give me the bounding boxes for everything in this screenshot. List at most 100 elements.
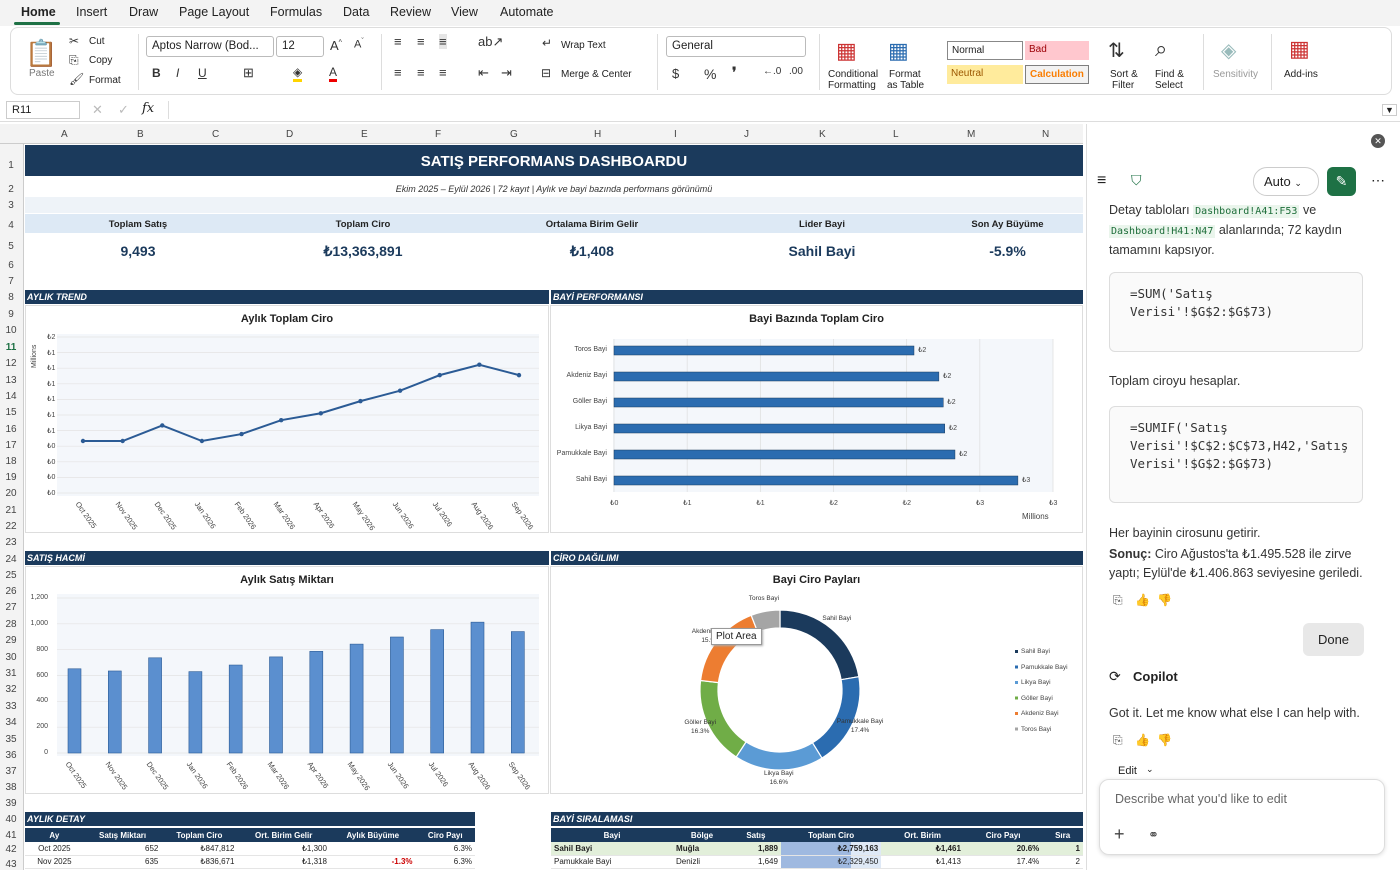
thumbs-up-icon[interactable]: 👍 — [1135, 593, 1150, 607]
row-header-10[interactable]: 10 — [5, 325, 17, 336]
column-header-G[interactable]: G — [510, 129, 518, 140]
style-neutral[interactable]: Neutral — [947, 65, 1023, 84]
row-header-33[interactable]: 33 — [5, 701, 17, 712]
row-header-14[interactable]: 14 — [5, 391, 17, 402]
underline-icon[interactable]: U — [198, 66, 207, 80]
row-header-36[interactable]: 36 — [5, 750, 17, 761]
merge-center-button[interactable]: Merge & Center — [561, 69, 632, 80]
row-header-20[interactable]: 20 — [5, 488, 17, 499]
number-format-select[interactable]: General — [666, 36, 806, 57]
find-select-label-1[interactable]: Find & — [1155, 69, 1184, 80]
borders-icon[interactable]: ⊞ — [243, 65, 254, 80]
column-header-H[interactable]: H — [594, 129, 602, 140]
column-header-I[interactable]: I — [674, 129, 677, 140]
copy-icon[interactable]: ⎘ — [69, 53, 79, 67]
menu-icon[interactable]: ≡ — [1097, 172, 1107, 189]
increase-font-icon[interactable]: A^ — [330, 38, 342, 53]
table-cell[interactable]: Denizli — [673, 855, 731, 869]
table-cell[interactable]: ₺2,329,450 — [780, 855, 882, 869]
tab-data[interactable]: Data — [343, 5, 370, 19]
row-header-13[interactable]: 13 — [5, 375, 17, 386]
row-header-39[interactable]: 39 — [5, 798, 17, 809]
link-icon[interactable]: ⚭ — [1148, 827, 1159, 842]
column-header-B[interactable]: B — [137, 129, 144, 140]
bold-icon[interactable]: B — [152, 66, 161, 80]
close-icon[interactable]: ✕ — [1371, 134, 1385, 148]
prompt-input[interactable]: Describe what you'd like to edit — [1115, 792, 1287, 806]
thumbs-down-icon[interactable]: 👎 — [1157, 593, 1172, 607]
table-cell[interactable]: 635 — [83, 855, 162, 869]
row-header-41[interactable]: 41 — [5, 830, 17, 841]
table-cell[interactable]: ₺1,413 — [881, 855, 964, 869]
style-calculation[interactable]: Calculation — [1025, 65, 1089, 84]
tab-draw[interactable]: Draw — [129, 5, 159, 19]
table-cell[interactable]: ₺847,812 — [161, 842, 238, 856]
row-header-15[interactable]: 15 — [5, 407, 17, 418]
table-cell[interactable]: 6.3% — [415, 855, 475, 869]
table-cell[interactable]: ₺1,318 — [237, 855, 330, 869]
row-header-27[interactable]: 27 — [5, 602, 17, 613]
prompt-box[interactable]: Describe what you'd like to edit + ⚭ — [1099, 779, 1385, 855]
row-header-24[interactable]: 24 — [5, 554, 17, 565]
tab-formulas[interactable]: Formulas — [270, 5, 323, 19]
table-cell[interactable] — [329, 842, 416, 856]
new-chat-icon[interactable]: ✎ — [1327, 167, 1356, 196]
column-header-E[interactable]: E — [361, 129, 368, 140]
conditional-formatting-label-1[interactable]: Conditional — [828, 69, 879, 80]
donut-chart-frame[interactable] — [550, 566, 1083, 794]
increase-indent-icon[interactable]: ⇥ — [501, 65, 512, 80]
table-cell[interactable]: 2 — [1042, 855, 1083, 869]
insert-function-icon[interactable]: fx — [142, 101, 155, 116]
table-cell[interactable]: 1,889 — [730, 842, 781, 856]
more-options-icon[interactable]: ⋯ — [1371, 172, 1385, 188]
name-box[interactable]: R11 — [6, 101, 80, 119]
row-header-22[interactable]: 22 — [5, 521, 17, 532]
enter-icon[interactable]: ✓ — [118, 102, 129, 117]
hbar-chart-frame[interactable] — [550, 305, 1083, 533]
row-header-6[interactable]: 6 — [8, 260, 14, 271]
row-header-42[interactable]: 42 — [5, 844, 17, 855]
format-as-table-label-2[interactable]: as Table — [887, 80, 925, 91]
column-header-J[interactable]: J — [744, 129, 749, 140]
edit-mode-label[interactable]: Edit — [1118, 765, 1137, 777]
table-cell[interactable]: ₺836,671 — [161, 855, 238, 869]
table-cell[interactable]: ₺1,461 — [881, 842, 964, 856]
orientation-icon[interactable]: ab↗ — [478, 34, 504, 49]
align-bottom-icon[interactable]: ≡ — [439, 34, 447, 49]
row-header-9[interactable]: 9 — [8, 309, 14, 320]
wrap-text-button[interactable]: Wrap Text — [561, 40, 606, 51]
table-cell[interactable]: Nov 2025 — [25, 855, 84, 869]
currency-icon[interactable]: $ — [672, 66, 680, 81]
cancel-icon[interactable]: ✕ — [92, 102, 103, 117]
row-header-17[interactable]: 17 — [5, 440, 17, 451]
align-top-icon[interactable]: ≡ — [394, 34, 402, 49]
row-header-37[interactable]: 37 — [5, 766, 17, 777]
line-chart-frame[interactable] — [25, 305, 549, 533]
comma-icon[interactable]: ❜ — [732, 64, 737, 80]
conditional-formatting-icon[interactable]: ▦ — [836, 38, 857, 63]
format-as-table-icon[interactable]: ▦ — [888, 38, 909, 63]
add-ins-button[interactable]: Add-ins — [1284, 69, 1318, 80]
table-cell[interactable]: 1,649 — [730, 855, 781, 869]
table-cell[interactable]: Pamukkale Bayi — [551, 855, 674, 869]
row-header-32[interactable]: 32 — [5, 684, 17, 695]
row-header-12[interactable]: 12 — [5, 358, 17, 369]
copy-icon[interactable]: ⎘ — [1113, 593, 1123, 607]
sensitivity-button[interactable]: Sensitivity — [1213, 69, 1259, 80]
table-cell[interactable]: 652 — [83, 842, 162, 856]
done-button[interactable]: Done — [1303, 623, 1364, 656]
row-header-43[interactable]: 43 — [5, 859, 17, 870]
row-header-35[interactable]: 35 — [5, 734, 17, 745]
row-header-26[interactable]: 26 — [5, 586, 17, 597]
align-center-icon[interactable]: ≡ — [417, 65, 425, 80]
column-header-N[interactable]: N — [1042, 129, 1050, 140]
conditional-formatting-label-2[interactable]: Formatting — [828, 80, 876, 91]
find-select-label-2[interactable]: Select — [1155, 80, 1183, 91]
copy-button[interactable]: Copy — [89, 55, 113, 66]
column-header-M[interactable]: M — [967, 129, 976, 140]
chevron-down-icon[interactable]: ⌄ — [1146, 764, 1154, 774]
italic-icon[interactable]: I — [176, 66, 180, 80]
sensitivity-icon[interactable]: ◈ — [1221, 40, 1237, 62]
column-header-K[interactable]: K — [819, 129, 826, 140]
table-cell[interactable]: -1.3% — [329, 855, 416, 869]
